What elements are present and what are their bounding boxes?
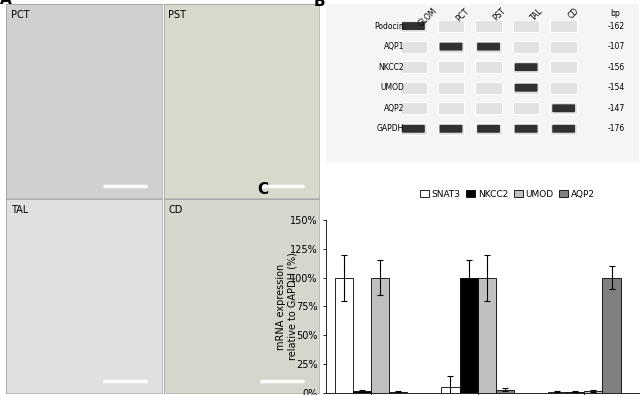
Text: CD: CD — [567, 6, 581, 21]
Bar — [371, 278, 389, 393]
Bar — [438, 123, 464, 135]
Text: Podocin: Podocin — [374, 22, 404, 30]
Bar — [475, 102, 502, 114]
Bar — [438, 41, 464, 53]
FancyBboxPatch shape — [402, 22, 425, 30]
Bar — [513, 41, 539, 53]
Bar — [566, 392, 584, 393]
Bar — [478, 278, 496, 393]
Bar — [335, 278, 353, 393]
Text: PCT: PCT — [11, 10, 30, 20]
Bar — [584, 391, 602, 393]
Bar — [438, 102, 464, 114]
Bar — [400, 41, 427, 53]
Bar — [400, 102, 427, 114]
Text: PST: PST — [492, 6, 508, 23]
Text: UMOD: UMOD — [380, 83, 404, 92]
Text: AQP2: AQP2 — [384, 104, 404, 113]
Bar — [475, 82, 502, 94]
Text: -147: -147 — [607, 104, 625, 113]
Text: -162: -162 — [607, 22, 625, 30]
Bar — [513, 61, 539, 73]
Bar — [475, 61, 502, 73]
Bar — [550, 123, 577, 135]
Bar — [400, 82, 427, 94]
Text: TAL: TAL — [529, 6, 545, 22]
FancyBboxPatch shape — [552, 125, 575, 133]
Bar — [513, 82, 539, 94]
Text: -154: -154 — [607, 83, 625, 92]
Text: -176: -176 — [607, 124, 625, 133]
Legend: SNAT3, NKCC2, UMOD, AQP2: SNAT3, NKCC2, UMOD, AQP2 — [417, 186, 598, 203]
Text: bp: bp — [611, 9, 620, 18]
Bar — [438, 20, 464, 32]
Text: TAL: TAL — [11, 205, 28, 215]
FancyBboxPatch shape — [440, 125, 462, 133]
Text: C: C — [257, 182, 268, 197]
Bar — [602, 278, 621, 393]
Bar — [460, 278, 478, 393]
Text: CD: CD — [168, 205, 183, 215]
Bar — [438, 61, 464, 73]
Bar — [389, 392, 408, 393]
Bar — [400, 123, 427, 135]
Bar — [513, 102, 539, 114]
Bar — [548, 392, 566, 393]
Bar — [475, 20, 502, 32]
Text: A: A — [0, 0, 12, 8]
Text: NKCC2: NKCC2 — [378, 63, 404, 71]
FancyBboxPatch shape — [515, 84, 537, 92]
Text: -107: -107 — [607, 42, 625, 51]
Text: AQP1: AQP1 — [384, 42, 404, 51]
Text: PCT: PCT — [454, 6, 471, 23]
Bar — [550, 102, 577, 114]
FancyBboxPatch shape — [477, 43, 500, 51]
Y-axis label: mRNA expression
relative to GAPDH (%): mRNA expression relative to GAPDH (%) — [276, 252, 298, 360]
Bar — [513, 20, 539, 32]
Text: PST: PST — [168, 10, 186, 20]
Text: GAPDH: GAPDH — [377, 124, 404, 133]
FancyBboxPatch shape — [515, 63, 537, 71]
FancyBboxPatch shape — [552, 104, 575, 112]
Bar — [442, 387, 460, 393]
Bar — [550, 20, 577, 32]
Bar — [513, 123, 539, 135]
Bar — [400, 61, 427, 73]
FancyBboxPatch shape — [477, 125, 500, 133]
Bar — [353, 391, 371, 393]
FancyBboxPatch shape — [440, 43, 462, 51]
Bar — [475, 123, 502, 135]
Bar — [400, 20, 427, 32]
FancyBboxPatch shape — [515, 125, 537, 133]
Bar — [496, 389, 514, 393]
Text: -156: -156 — [607, 63, 625, 71]
Bar — [550, 41, 577, 53]
Text: B: B — [313, 0, 325, 9]
Bar — [550, 61, 577, 73]
Text: GLOM: GLOM — [417, 6, 438, 28]
Bar — [438, 82, 464, 94]
Bar — [550, 82, 577, 94]
Bar — [475, 41, 502, 53]
FancyBboxPatch shape — [402, 125, 425, 133]
